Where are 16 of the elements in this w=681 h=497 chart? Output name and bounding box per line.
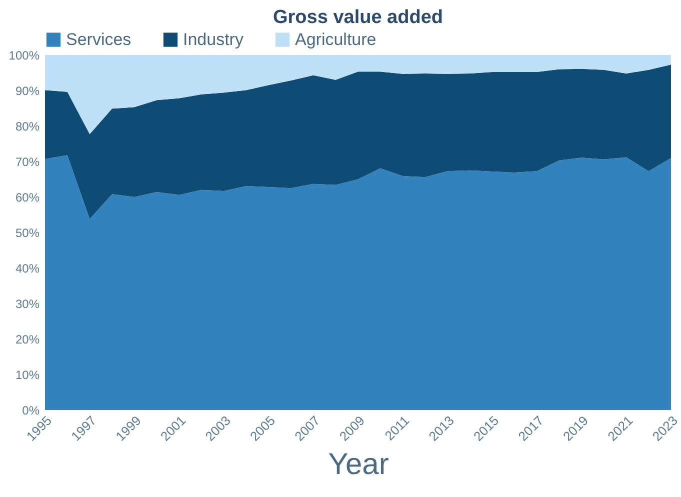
legend-label: Services: [66, 30, 132, 49]
y-tick-label: 20%: [15, 332, 40, 346]
y-tick-label: 100%: [8, 48, 40, 62]
x-axis-title: Year: [328, 448, 389, 481]
y-tick-label: 80%: [15, 120, 40, 134]
legend-label: Industry: [183, 30, 244, 49]
y-tick-label: 10%: [15, 368, 40, 382]
y-tick-label: 30%: [15, 297, 40, 311]
legend-label: Agriculture: [295, 30, 376, 49]
y-tick-label: 40%: [15, 262, 40, 276]
chart-title: Gross value added: [272, 7, 444, 28]
y-tick-label: 0%: [22, 404, 40, 418]
y-tick-label: 70%: [15, 155, 40, 169]
y-tick-label: 60%: [15, 190, 40, 204]
y-tick-label: 50%: [15, 226, 40, 240]
y-tick-label: 90%: [15, 84, 40, 98]
